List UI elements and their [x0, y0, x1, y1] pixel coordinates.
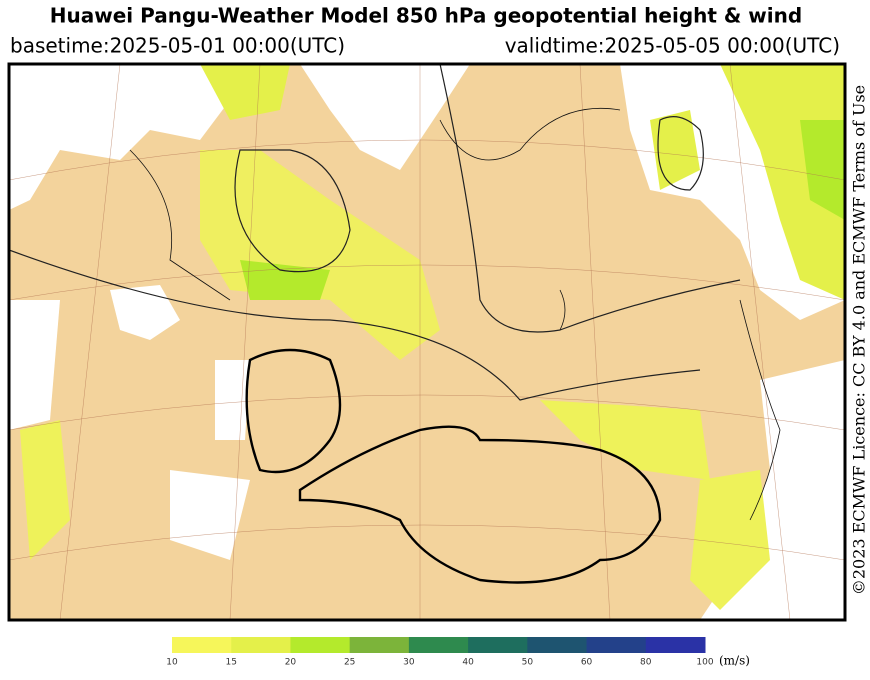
colorbar-tick-label: 25 [344, 658, 355, 668]
wind-shade [690, 470, 770, 610]
sea [300, 64, 470, 170]
contour [234, 149, 351, 273]
graticule [9, 64, 845, 620]
colorbar-tick-label: 50 [522, 658, 534, 668]
colorbar-tick-label: 60 [581, 658, 593, 668]
contour-thick [298, 425, 662, 584]
sea [215, 360, 250, 440]
wind-shade [200, 150, 440, 360]
sea [9, 64, 230, 210]
colorbar-segment [408, 637, 469, 653]
colorbar-segment [172, 637, 232, 653]
colorbar-tick-label: 80 [640, 658, 652, 668]
validtime: validtime:2025-05-05 00:00(UTC) [505, 34, 840, 58]
wind-shade [650, 110, 700, 190]
wind-shade [20, 420, 70, 560]
wind-shade [540, 400, 710, 480]
colorbar-segment [468, 637, 528, 653]
contour [657, 116, 704, 191]
colorbar-tick-label: 40 [462, 658, 474, 668]
colorbar-tick-label: 10 [166, 658, 178, 668]
colorbar-tick-label: 100 [696, 658, 713, 668]
map [7, 62, 847, 622]
sea [9, 300, 60, 430]
sea [700, 360, 845, 620]
wind-shade [200, 64, 290, 120]
colorbar-segment [586, 637, 647, 653]
colorbar-tick-label: 20 [285, 658, 297, 668]
colorbar-unit: (m/s) [719, 654, 750, 668]
colorbar-tick-label: 15 [225, 658, 236, 668]
colorbar-segment [527, 637, 588, 653]
coastline [129, 107, 781, 521]
map-frame [7, 62, 847, 622]
sea [170, 470, 250, 560]
contour-thick [245, 348, 342, 474]
licence: ©2023 ECMWF Licence: CC BY 4.0 and ECMWF… [850, 85, 869, 595]
basetime: basetime:2025-05-01 00:00(UTC) [10, 34, 345, 58]
colorbar-tick-label: 30 [403, 658, 415, 668]
colorbar: 10 15 20 25 30 40 50 60 80 100 (m/s) [166, 637, 750, 668]
contour [439, 64, 741, 333]
sea [110, 285, 180, 340]
colorbar-segment [349, 637, 410, 653]
colorbar-segment [231, 637, 291, 653]
colorbar-segment [290, 637, 351, 653]
colorbar-segment [645, 637, 706, 653]
title: Huawei Pangu-Weather Model 850 hPa geopo… [50, 4, 802, 28]
wind-shade [800, 120, 845, 220]
contour [9, 249, 701, 401]
